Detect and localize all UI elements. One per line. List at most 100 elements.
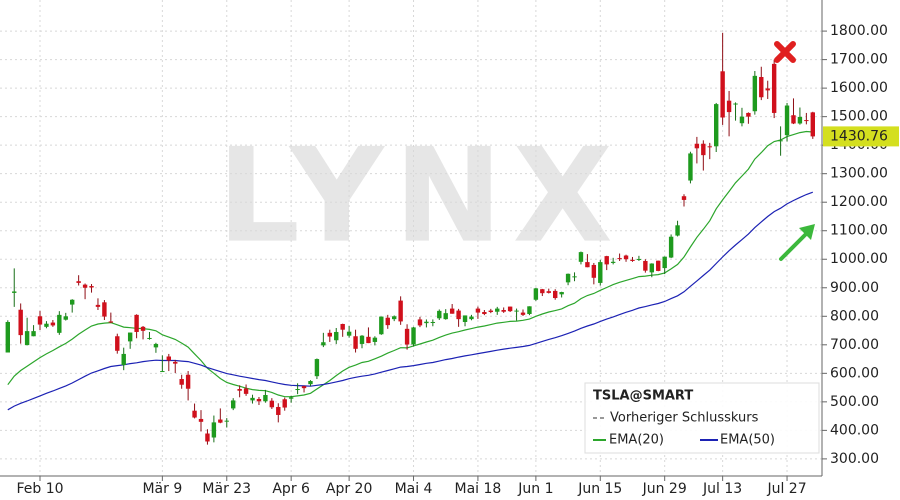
candle-body: [630, 259, 635, 261]
candle-body: [385, 317, 390, 326]
candle-body: [179, 379, 184, 385]
candle-body: [70, 299, 75, 305]
y-tick-label: 800.00: [830, 308, 879, 324]
candle-body: [243, 388, 249, 394]
candle-body: [340, 323, 345, 330]
candle-body: [739, 116, 745, 124]
candle-body: [623, 255, 629, 260]
x-tick-label: Mai 18: [455, 481, 502, 497]
candle-body: [572, 276, 577, 278]
y-tick-label: 300.00: [830, 451, 879, 467]
candle-body: [714, 104, 719, 147]
y-tick-label: 400.00: [830, 422, 879, 438]
candle-body: [501, 310, 506, 312]
y-tick-label: 600.00: [830, 365, 879, 381]
candle-body: [102, 302, 107, 317]
candle-body: [559, 292, 564, 295]
candle-body: [784, 105, 790, 136]
x-tick-label: Jun 1: [517, 481, 553, 497]
y-tick-label: 1700.00: [830, 52, 888, 68]
x-tick-label: Mär 9: [142, 481, 182, 497]
candle-body: [288, 397, 294, 399]
candle-body: [224, 420, 229, 422]
candle-body: [127, 332, 133, 342]
legend-label: Vorheriger Schlusskurs: [610, 411, 759, 426]
candle-body: [392, 316, 397, 320]
candle-body: [668, 236, 674, 258]
candle-body: [327, 332, 332, 337]
candle-body: [334, 331, 339, 341]
candle-body: [231, 400, 236, 409]
candle-body: [565, 273, 571, 283]
trend-arrow: [779, 224, 815, 261]
candle-body: [604, 256, 609, 265]
candle-body: [533, 288, 539, 300]
candle-body: [379, 316, 384, 335]
candle-body: [147, 337, 152, 339]
candle-body: [140, 326, 146, 331]
candle-body: [688, 153, 693, 181]
candle-body: [411, 327, 416, 345]
candle-body: [398, 300, 403, 322]
candle-body: [540, 289, 545, 294]
x-tick-label: Mär 23: [202, 481, 251, 497]
candle-body: [37, 316, 43, 325]
candle-body: [353, 336, 358, 349]
candle-body: [791, 115, 796, 124]
candle-body: [610, 261, 616, 263]
candle-body: [346, 331, 352, 336]
candle-body: [514, 310, 519, 312]
y-tick-label: 500.00: [830, 394, 879, 410]
legend-title: TSLA@SMART: [593, 389, 693, 404]
candle-body: [166, 356, 171, 361]
candle-body: [192, 410, 197, 418]
candle-body: [527, 306, 532, 315]
candle-body: [121, 353, 126, 366]
candle-body: [250, 397, 255, 401]
candle-body: [76, 281, 81, 283]
candle-body: [276, 406, 281, 415]
x-tick-label: Apr 20: [326, 481, 372, 497]
candle-body: [636, 258, 642, 260]
last-price-label: 1430.76: [830, 128, 888, 144]
y-tick-label: 1800.00: [830, 23, 888, 39]
candle-body: [424, 321, 429, 324]
last-price-tag: [823, 126, 899, 147]
candle-body: [733, 103, 738, 105]
x-tick-label: Mai 4: [395, 481, 433, 497]
candle-body: [95, 304, 101, 307]
candle-body: [269, 400, 275, 408]
candle-body: [359, 335, 365, 344]
candle-body: [649, 263, 654, 273]
candle-body: [495, 308, 500, 312]
candle-body: [482, 312, 487, 315]
ema-line: [7, 191, 814, 411]
legend: TSLA@SMART Vorheriger Schlusskurs EMA(20…: [584, 382, 820, 454]
candle-body: [617, 258, 622, 260]
candle-body: [366, 336, 371, 344]
candle-body: [205, 433, 210, 442]
candle-body: [598, 262, 603, 283]
candle-body: [778, 140, 783, 142]
candle-body: [507, 306, 513, 312]
candle-body: [469, 316, 474, 320]
candle-body: [746, 112, 751, 117]
candle-body: [765, 88, 770, 91]
candle-body: [308, 381, 313, 385]
candle-body: [82, 284, 88, 288]
candle-body: [701, 143, 706, 156]
candle-body: [720, 71, 725, 118]
candle-body: [553, 290, 558, 299]
candle-body: [24, 331, 30, 346]
legend-label: EMA(20): [609, 433, 664, 448]
candle-body: [295, 389, 300, 391]
x-tick-label: Jun 15: [577, 481, 622, 497]
candle-body: [656, 260, 661, 271]
candle-body: [282, 399, 287, 408]
candle-body: [198, 418, 204, 422]
legend-label: EMA(50): [720, 433, 775, 448]
candle-body: [134, 314, 139, 332]
candle-body: [449, 308, 455, 314]
candle-body: [89, 286, 94, 288]
